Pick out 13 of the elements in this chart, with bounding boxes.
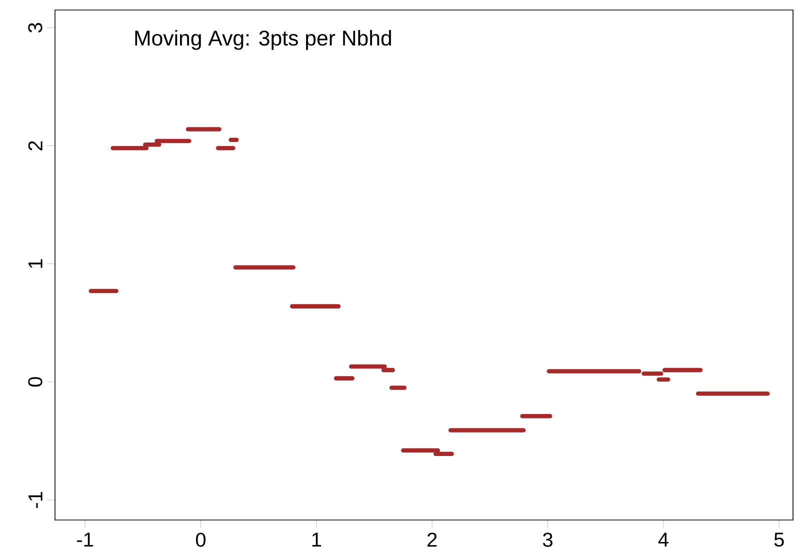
x-tick-label: 3: [542, 532, 552, 547]
x-tick-label: -1: [77, 532, 93, 546]
y-tick-label: -1: [28, 492, 42, 508]
x-tick-label: 5: [774, 532, 784, 546]
x-tick-label: 4: [658, 532, 668, 546]
y-tick-label: 1: [28, 259, 42, 268]
x-tick-label: 2: [428, 532, 437, 547]
y-tick-label: 0: [28, 376, 42, 387]
y-tick-label: 2: [28, 141, 42, 150]
annotation: Moving Avg: 3pts per Nbhd: [135, 30, 392, 50]
x-tick-label: 1: [312, 532, 322, 546]
x-tick-label: 0: [196, 532, 206, 547]
y-tick-label: 3: [28, 22, 42, 32]
